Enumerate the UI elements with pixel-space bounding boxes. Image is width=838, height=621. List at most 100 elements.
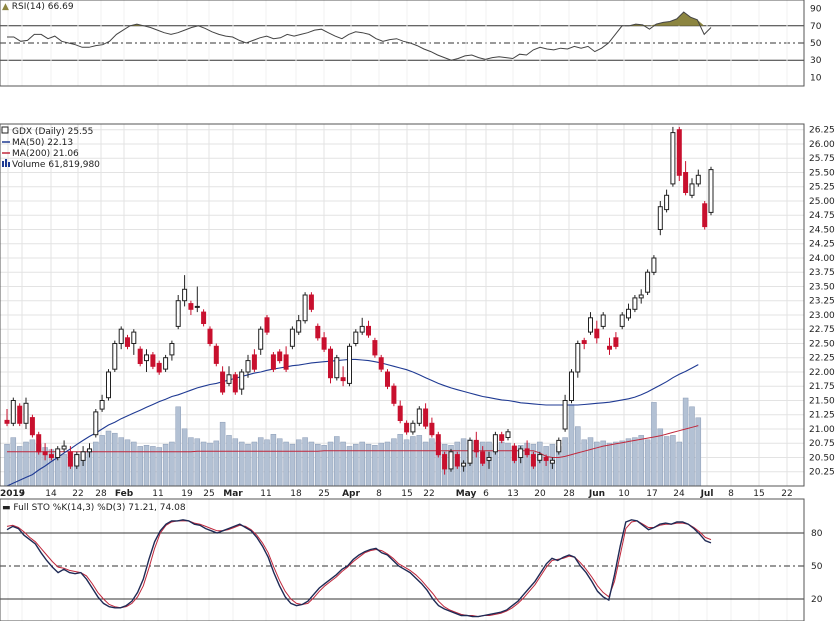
candle-body <box>397 405 403 422</box>
legend-gdx-swatch <box>1 126 9 134</box>
candle-body <box>518 448 524 458</box>
volume-bar <box>131 441 137 487</box>
sto-k-line <box>6 519 712 618</box>
price-border <box>0 123 805 487</box>
volume-bar <box>188 437 194 487</box>
candle-body <box>315 325 321 339</box>
volume-bar <box>587 437 594 487</box>
legend-volume-value: 61,819,980 <box>48 160 100 170</box>
candle-body <box>17 405 23 424</box>
volume-bar <box>657 428 664 487</box>
candle-body <box>150 354 156 367</box>
price-y-tick: 24.25 <box>809 240 835 250</box>
candle-body <box>562 400 568 430</box>
volume-bar <box>308 441 315 487</box>
legend-ma200-value: 21.06 <box>53 149 79 159</box>
volume-bar <box>270 434 277 487</box>
volume-bar <box>283 441 289 487</box>
date-tick: 28 <box>563 489 575 499</box>
sto-panel: 80 50 20 ▬ Full STO %K(14,3) %D(3) 71.21, … <box>0 498 823 621</box>
volume-bar <box>302 437 308 487</box>
volume-bar <box>99 435 105 487</box>
candle-body <box>378 357 384 370</box>
date-tick: Jun <box>588 489 605 499</box>
candle-body <box>626 308 631 319</box>
volume-bar <box>613 441 619 487</box>
volume-bar <box>505 442 511 487</box>
volume-bar <box>575 426 581 487</box>
candle-body <box>163 357 169 370</box>
volume-bar <box>194 438 201 487</box>
date-tick: 11 <box>260 489 271 499</box>
price-y-tick: 24.00 <box>809 254 835 264</box>
rsi-legend-value: 66.69 <box>48 2 74 12</box>
date-tick: 28 <box>95 489 107 499</box>
volume-bar <box>372 445 378 487</box>
candle-body <box>461 462 467 467</box>
sto-legend: ▬ Full STO %K(14,3) %D(3) 71.21, 74.08 <box>2 503 186 513</box>
sto-y-tick-80: 80 <box>811 529 823 539</box>
volume-bar <box>606 442 613 487</box>
date-tick: May <box>456 489 477 499</box>
candle-body <box>118 328 124 345</box>
date-tick: 14 <box>45 489 57 499</box>
volume-bar <box>644 439 651 487</box>
candle-body <box>239 371 245 390</box>
candle-body <box>340 377 346 382</box>
volume-bar <box>359 441 365 487</box>
volume-bar <box>403 439 410 487</box>
candle-body <box>638 294 644 299</box>
candle-body <box>473 439 479 453</box>
date-tick: 25 <box>318 489 329 499</box>
volume-bar <box>543 446 549 487</box>
price-y-tick: 21.25 <box>809 411 835 421</box>
candle-body <box>372 340 378 356</box>
candle-body <box>505 431 511 438</box>
legend-ma200-label: MA(200) <box>12 149 50 159</box>
volume-bar <box>625 438 632 487</box>
candle-body <box>607 345 612 350</box>
candle-body <box>29 417 35 436</box>
price-y-tick: 24.75 <box>809 211 835 221</box>
price-y-tick: 21.50 <box>809 396 835 406</box>
candle-body <box>467 439 473 464</box>
rsi-grid <box>0 0 804 86</box>
sto-legend-icon: ▬ <box>2 503 11 513</box>
volume-bar <box>581 439 587 487</box>
candle-body <box>448 451 454 470</box>
candle-body <box>549 459 555 464</box>
candle-body <box>385 371 390 387</box>
candle-body <box>10 400 16 424</box>
candle-body <box>702 203 708 228</box>
volume-bar <box>213 440 220 487</box>
candle-body <box>251 354 257 370</box>
volume-bar <box>498 441 505 487</box>
candle-body <box>112 343 118 370</box>
date-tick: 13 <box>507 489 518 499</box>
volume-bar <box>169 441 175 487</box>
volume-bar <box>29 439 36 487</box>
legend-ma50-value: 22.13 <box>47 138 73 148</box>
volume-bar <box>238 441 245 487</box>
candle-body <box>302 294 308 322</box>
legend-volume-text: Volume 61,819,980 <box>12 160 100 170</box>
volume-bar <box>162 443 169 487</box>
volume-bar <box>4 443 10 487</box>
candle-body <box>296 320 302 333</box>
candle-body <box>175 300 181 327</box>
candle-body <box>391 385 397 404</box>
price-y-tick: 20.50 <box>809 453 835 463</box>
date-tick: 25 <box>203 489 214 499</box>
price-y-tick: 26.00 <box>809 140 835 150</box>
price-y-tick: 23.50 <box>809 282 835 292</box>
volume-bar <box>245 443 251 487</box>
candle-body <box>258 328 264 350</box>
candle-body <box>169 343 175 356</box>
candle-body <box>347 345 352 384</box>
candle-body <box>404 422 410 433</box>
volume-bar <box>276 438 283 487</box>
candle-body <box>283 354 289 370</box>
date-tick: 15 <box>401 489 412 499</box>
